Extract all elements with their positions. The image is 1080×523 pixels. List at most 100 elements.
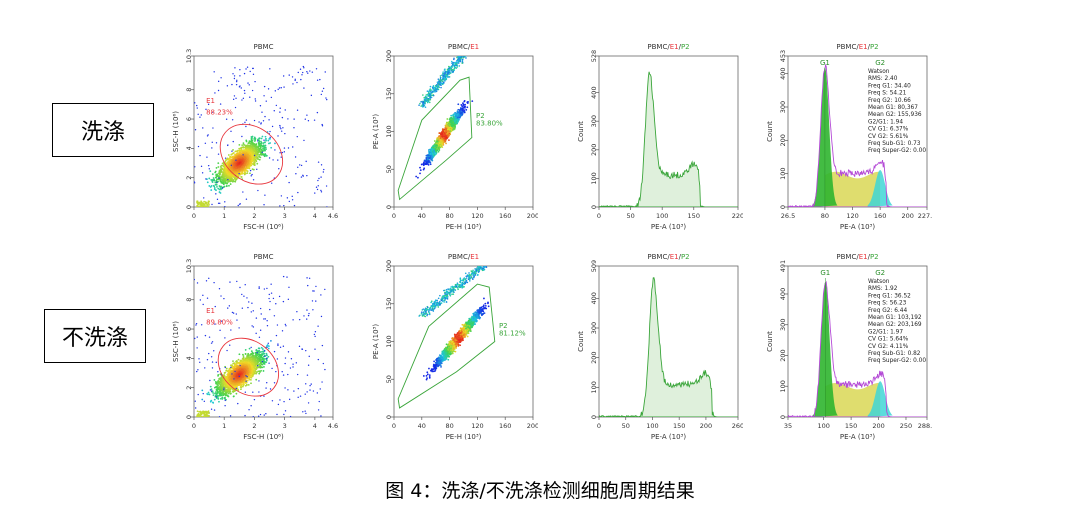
event-dot — [433, 140, 436, 142]
event-dot — [293, 118, 295, 120]
event-dot — [216, 185, 218, 188]
event-dot — [254, 80, 256, 83]
event-dot — [457, 120, 459, 122]
event-dot — [252, 168, 255, 171]
event-dot — [262, 142, 265, 145]
event-dot — [251, 135, 254, 138]
event-dot — [245, 160, 248, 163]
event-dot — [214, 183, 217, 186]
event-dot — [205, 178, 207, 180]
event-dot — [229, 165, 232, 168]
event-dot — [294, 156, 297, 158]
event-dot — [263, 148, 266, 150]
event-dot — [320, 176, 322, 178]
chart-title-part: PBMC — [254, 43, 274, 51]
event-dot — [196, 200, 199, 203]
event-dot — [211, 141, 213, 143]
event-dot — [236, 79, 238, 82]
event-dot — [251, 139, 254, 142]
event-dot — [236, 172, 239, 174]
event-dot — [246, 165, 249, 168]
event-dot — [199, 116, 201, 118]
event-dot — [251, 159, 254, 162]
event-dot — [216, 198, 219, 201]
event-dot — [326, 98, 328, 101]
event-dot — [206, 181, 209, 184]
x-tick-label: 3 — [283, 212, 287, 220]
event-dot — [249, 158, 251, 160]
event-dot — [244, 151, 247, 154]
event-dot — [228, 163, 231, 166]
event-dot — [285, 175, 287, 178]
event-dot — [238, 171, 241, 174]
event-dot — [241, 150, 244, 153]
event-dot — [245, 125, 247, 128]
event-dot — [231, 119, 234, 121]
event-dot — [284, 132, 286, 135]
event-dot — [241, 169, 243, 172]
event-dot — [268, 119, 270, 121]
event-dot — [247, 155, 250, 158]
event-dot — [224, 160, 227, 163]
event-dot — [279, 205, 281, 207]
plot-area — [415, 56, 474, 179]
event-dot — [197, 203, 200, 206]
event-dot — [258, 121, 260, 123]
event-dot — [283, 147, 286, 149]
event-dot — [261, 145, 264, 148]
event-dot — [247, 82, 249, 84]
event-dot — [313, 119, 316, 121]
event-dot — [456, 116, 459, 119]
row-label-unwashed: 不洗涤 — [44, 309, 146, 363]
event-dot — [424, 163, 427, 166]
event-dot — [233, 163, 236, 166]
event-dot — [449, 123, 452, 126]
event-dot — [243, 173, 246, 176]
event-dot — [264, 146, 267, 149]
event-dot — [239, 147, 242, 150]
event-dot — [465, 56, 468, 57]
event-dot — [465, 108, 468, 111]
x-tick-label: 200 — [527, 212, 538, 220]
event-dot — [274, 142, 276, 145]
event-dot — [198, 201, 201, 204]
event-dot — [219, 171, 222, 174]
event-dot — [420, 163, 423, 166]
event-dot — [454, 112, 457, 115]
event-dot — [215, 176, 218, 179]
event-dot — [261, 111, 263, 113]
event-dot — [302, 65, 305, 68]
event-dot — [278, 167, 280, 170]
panel-r0p1: PBMC/E1 0 40 80 120 160 200 0 50 100 150 200 PE-H (1… — [368, 40, 538, 245]
event-dot — [288, 74, 290, 76]
event-dot — [317, 161, 320, 163]
event-dot — [242, 143, 245, 146]
event-dot — [215, 193, 217, 195]
event-dot — [248, 160, 251, 162]
event-dot — [229, 174, 231, 177]
event-dot — [451, 124, 453, 127]
y-tick-label: 4 — [185, 146, 193, 150]
event-dot — [222, 165, 225, 168]
y-axis-label: PE-A (10³) — [372, 114, 380, 149]
event-dot — [291, 199, 294, 201]
event-dot — [233, 166, 236, 169]
event-dot — [442, 130, 445, 133]
event-dot — [250, 175, 252, 177]
event-dot — [247, 159, 250, 162]
event-dot — [263, 141, 266, 144]
event-dot — [210, 185, 213, 187]
event-dot — [323, 168, 325, 171]
event-dot — [222, 171, 225, 174]
event-dot — [240, 87, 242, 89]
event-dot — [437, 150, 440, 153]
event-dot — [263, 146, 265, 148]
event-dot — [452, 121, 455, 124]
event-dot — [222, 177, 225, 180]
event-dot — [432, 153, 435, 156]
event-dot — [262, 120, 265, 122]
event-dot — [262, 147, 264, 150]
event-dot — [232, 171, 235, 173]
event-dot — [234, 180, 237, 183]
event-dot — [250, 164, 253, 167]
